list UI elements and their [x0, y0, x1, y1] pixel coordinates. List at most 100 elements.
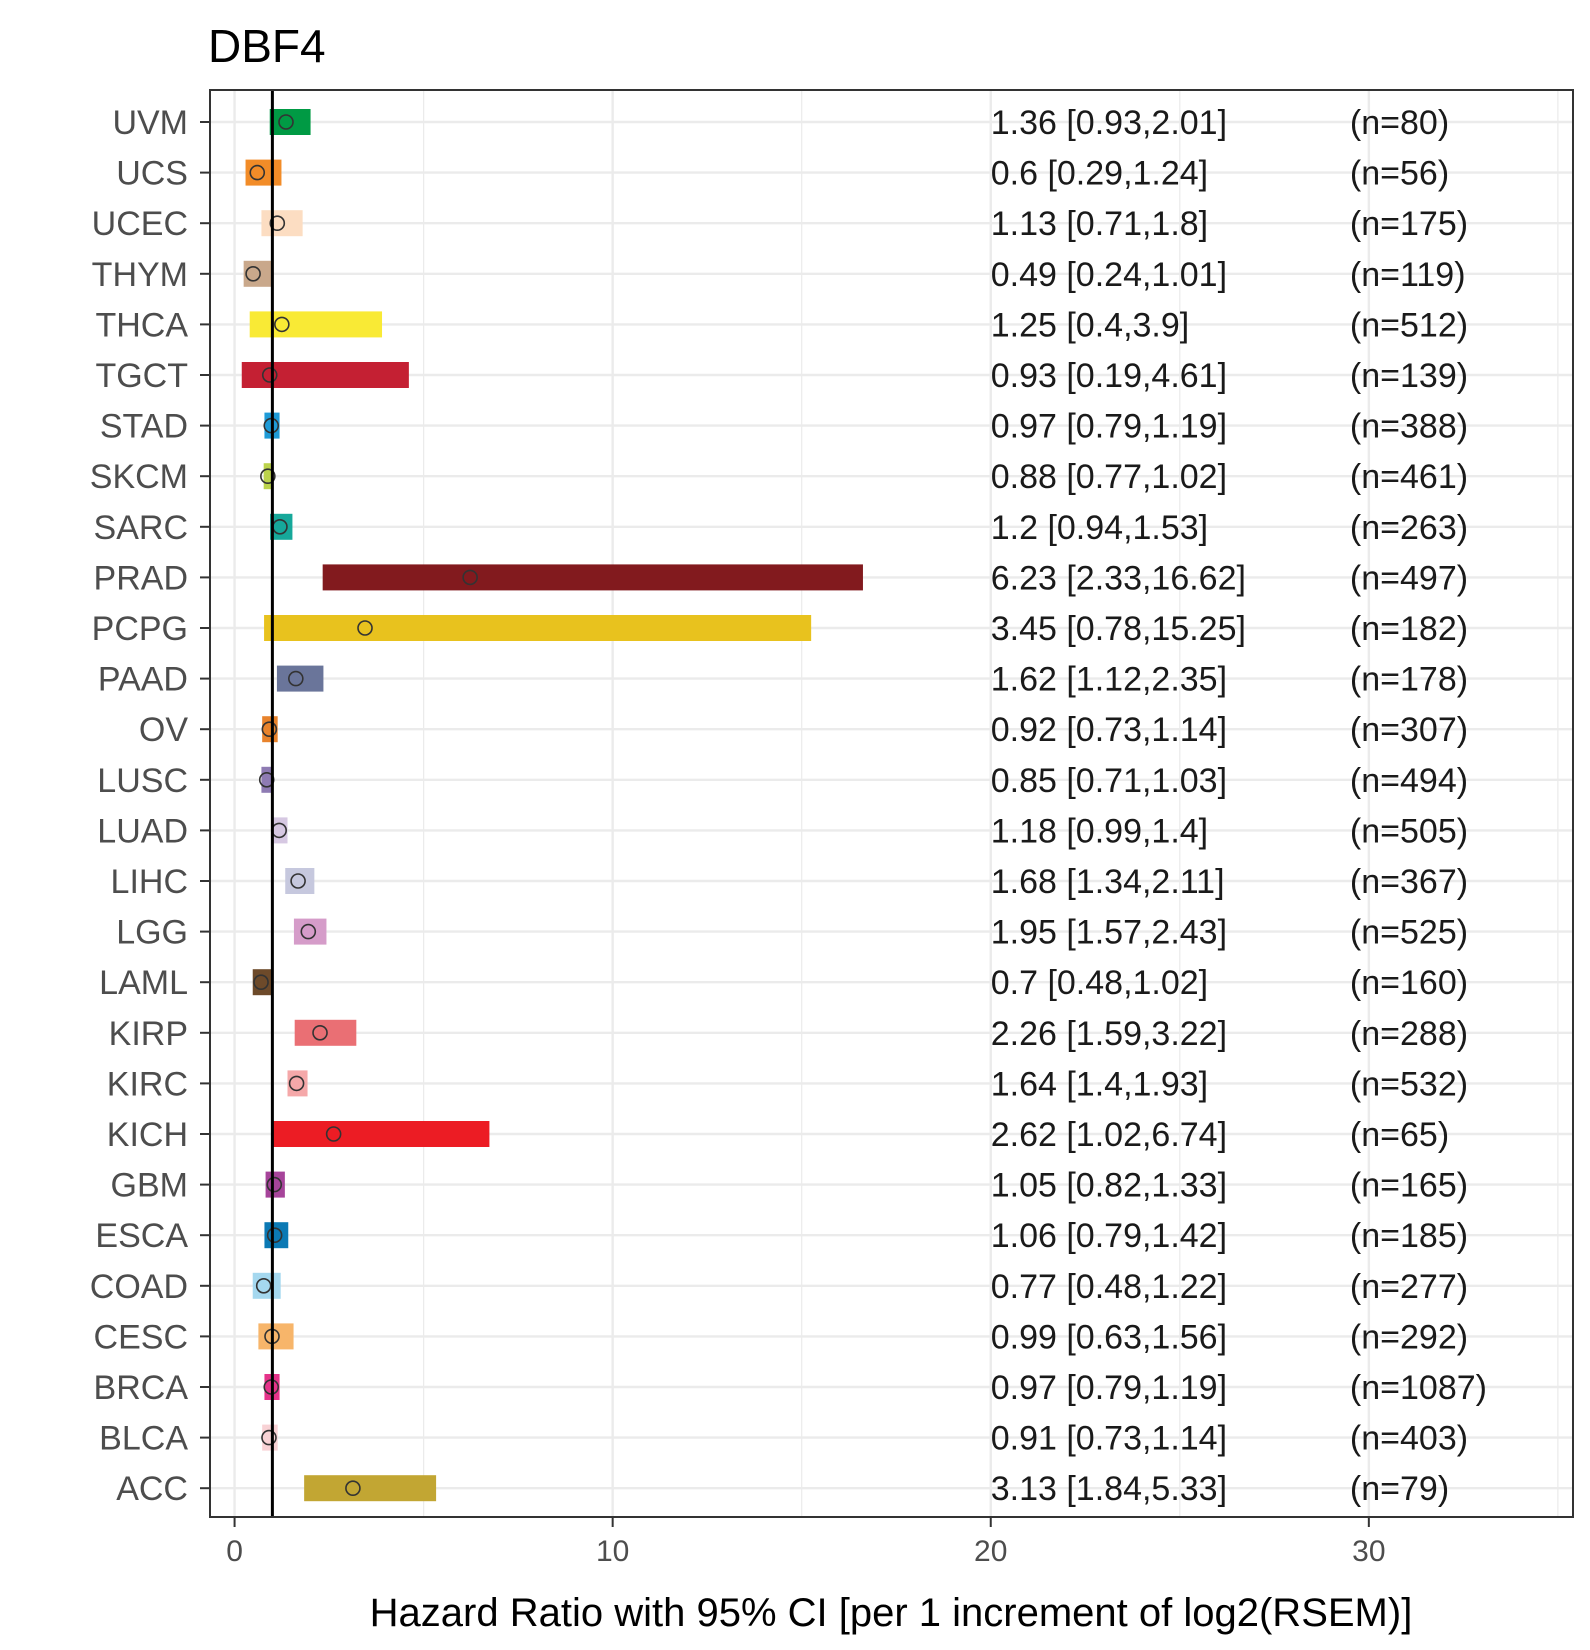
category-label-prad: PRAD — [94, 559, 188, 597]
ci-bar-paad — [276, 665, 324, 692]
category-label-cesc: CESC — [94, 1318, 188, 1356]
n-text-thca: (n=512) — [1350, 306, 1468, 344]
category-label-ucs: UCS — [116, 155, 188, 193]
x-tick-label: 10 — [596, 1535, 629, 1568]
hr-point-pcpg — [357, 620, 373, 636]
hr-point-coad — [255, 1278, 272, 1294]
hr-point-ov — [261, 721, 278, 738]
category-label-ucec: UCEC — [92, 205, 188, 243]
ci-text-kirp: 2.26 [1.59,3.22] — [991, 1015, 1227, 1053]
ci-bar-cesc — [258, 1323, 294, 1350]
n-text-lgg: (n=525) — [1350, 914, 1468, 952]
ci-bar-skcm — [263, 463, 274, 490]
n-text-acc: (n=79) — [1350, 1470, 1449, 1508]
hr-point-kirp — [312, 1025, 328, 1041]
hr-point-paad — [288, 670, 304, 687]
chart-title: DBF4 — [208, 20, 326, 72]
ci-text-ucec: 1.13 [0.71,1.8] — [991, 205, 1208, 243]
ci-text-uvm: 1.36 [0.93,2.01] — [991, 104, 1227, 142]
n-text-pcpg: (n=182) — [1350, 610, 1468, 648]
category-label-kirp: KIRP — [109, 1015, 188, 1053]
category-label-luad: LUAD — [97, 812, 188, 850]
ci-bar-kirc — [287, 1070, 308, 1097]
plot-panel — [210, 90, 1573, 1517]
hr-point-acc — [345, 1480, 361, 1496]
ci-text-kich: 2.62 [1.02,6.74] — [991, 1116, 1227, 1154]
n-text-prad: (n=497) — [1350, 559, 1468, 597]
category-label-lusc: LUSC — [97, 762, 188, 800]
hr-point-ucec — [269, 215, 286, 231]
ci-bar-kich — [273, 1121, 490, 1147]
ci-bar-lgg — [293, 918, 327, 945]
ci-bar-thym — [243, 260, 273, 287]
x-tick-label: 0 — [226, 1535, 243, 1568]
category-label-sarc: SARC — [94, 509, 188, 547]
ci-text-kirc: 1.64 [1.4,1.93] — [991, 1065, 1208, 1103]
n-text-ucec: (n=175) — [1350, 205, 1468, 243]
ci-text-prad: 6.23 [2.33,16.62] — [991, 559, 1246, 597]
n-text-gbm: (n=165) — [1350, 1167, 1468, 1205]
ci-bar-thca — [249, 311, 383, 338]
n-text-brca: (n=1087) — [1350, 1369, 1487, 1407]
category-label-ov: OV — [139, 711, 188, 749]
n-text-kirp: (n=288) — [1350, 1015, 1468, 1053]
x-axis-title: Hazard Ratio with 95% CI [per 1 incremen… — [370, 1591, 1413, 1635]
n-text-skcm: (n=461) — [1350, 458, 1468, 496]
n-text-kich: (n=65) — [1350, 1116, 1449, 1154]
plot-panel-border — [209, 89, 1574, 1518]
ci-bar-ov — [262, 716, 278, 743]
hr-point-thca — [274, 316, 290, 333]
hr-point-tgct — [261, 367, 278, 383]
category-label-uvm: UVM — [112, 104, 188, 142]
ci-bar-pcpg — [264, 615, 812, 641]
n-text-luad: (n=505) — [1350, 812, 1468, 850]
hr-point-prad — [462, 569, 478, 586]
ci-bar-uvm — [269, 109, 311, 135]
ci-bar-luad — [272, 817, 288, 844]
n-text-kirc: (n=532) — [1350, 1065, 1468, 1103]
x-axis: 0 10 20 30 — [226, 1517, 1386, 1568]
category-label-blca: BLCA — [99, 1420, 188, 1458]
hr-point-laml — [253, 974, 269, 991]
category-label-esca: ESCA — [95, 1217, 188, 1255]
category-label-kirc: KIRC — [107, 1065, 188, 1103]
ci-text-esca: 1.06 [0.79,1.42] — [991, 1217, 1227, 1255]
x-tick-label: 20 — [974, 1535, 1007, 1568]
n-text-laml: (n=160) — [1350, 964, 1468, 1002]
n-text-paad: (n=178) — [1350, 661, 1468, 699]
category-label-coad: COAD — [90, 1268, 188, 1306]
category-label-gbm: GBM — [111, 1167, 188, 1205]
ci-bar-acc — [304, 1475, 437, 1502]
category-label-thym: THYM — [92, 256, 188, 294]
ci-text-tgct: 0.93 [0.19,4.61] — [991, 357, 1227, 395]
n-text-ucs: (n=56) — [1350, 155, 1449, 193]
n-text-uvm: (n=80) — [1350, 104, 1449, 142]
ci-text-paad: 1.62 [1.12,2.35] — [991, 661, 1227, 699]
n-text-esca: (n=185) — [1350, 1217, 1468, 1255]
n-text-lihc: (n=367) — [1350, 863, 1468, 901]
ci-text-gbm: 1.05 [0.82,1.33] — [991, 1167, 1227, 1205]
ci-text-thym: 0.49 [0.24,1.01] — [991, 256, 1227, 294]
category-label-brca: BRCA — [94, 1369, 189, 1407]
ci-text-laml: 0.7 [0.48,1.02] — [991, 964, 1208, 1002]
hr-point-thym — [245, 265, 261, 282]
category-label-laml: LAML — [99, 964, 188, 1002]
ci-bar-kirp — [294, 1019, 357, 1046]
category-label-lihc: LIHC — [111, 863, 188, 901]
category-label-paad: PAAD — [98, 661, 188, 699]
ci-text-thca: 1.25 [0.4,3.9] — [991, 306, 1190, 344]
ci-text-cesc: 0.99 [0.63,1.56] — [991, 1318, 1227, 1356]
ci-text-pcpg: 3.45 [0.78,15.25] — [991, 610, 1246, 648]
n-text-lusc: (n=494) — [1350, 762, 1468, 800]
n-text-thym: (n=119) — [1350, 256, 1466, 294]
ci-bar-laml — [252, 969, 274, 996]
category-label-tgct: TGCT — [95, 357, 188, 395]
n-text-stad: (n=388) — [1350, 408, 1468, 446]
ci-bar-lihc — [285, 868, 315, 894]
hr-point-lihc — [290, 873, 306, 889]
hr-point-kich — [325, 1126, 342, 1142]
ci-text-lusc: 0.85 [0.71,1.03] — [991, 762, 1227, 800]
hr-point-ucs — [249, 164, 266, 181]
category-label-kich: KICH — [107, 1116, 188, 1154]
ci-text-ov: 0.92 [0.73,1.14] — [991, 711, 1227, 749]
